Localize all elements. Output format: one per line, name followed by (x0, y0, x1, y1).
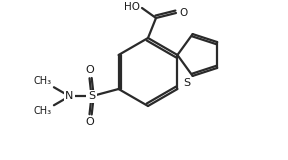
Text: O: O (85, 65, 94, 75)
Text: HO: HO (124, 2, 140, 12)
Text: S: S (88, 91, 95, 101)
Text: O: O (85, 117, 94, 127)
Text: N: N (65, 91, 74, 101)
Text: CH₃: CH₃ (34, 76, 52, 86)
Text: S: S (183, 78, 191, 88)
Text: O: O (179, 8, 187, 18)
Text: CH₃: CH₃ (34, 106, 52, 116)
